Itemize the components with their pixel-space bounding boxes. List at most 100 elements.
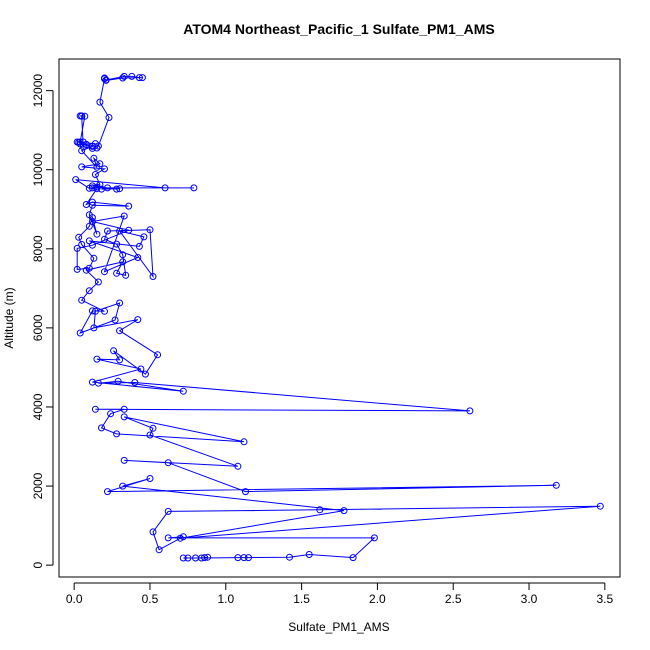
data-point <box>88 241 96 249</box>
data-point <box>101 235 108 243</box>
data-point <box>98 185 105 193</box>
data-point <box>146 226 154 234</box>
data-point <box>137 365 145 373</box>
x-tick-label: 0.5 <box>142 592 159 606</box>
data-point <box>78 241 86 248</box>
data-point <box>131 379 139 386</box>
data-point <box>101 268 108 276</box>
x-axis-label: Sulfate_PM1_AMS <box>288 620 389 634</box>
data-point <box>141 370 149 378</box>
data-point <box>179 554 187 562</box>
data-point <box>107 410 115 418</box>
data-point <box>286 553 293 561</box>
data-point <box>119 258 127 266</box>
y-tick-label: 4000 <box>31 393 45 420</box>
y-tick-label: 12000 <box>31 74 45 108</box>
data-point <box>198 554 205 562</box>
data-point <box>113 430 121 438</box>
x-tick-label: 2.0 <box>369 592 386 606</box>
data-point <box>85 287 93 295</box>
data-point <box>240 554 248 562</box>
data-point <box>125 202 133 210</box>
plot-frame <box>58 58 621 578</box>
data-point <box>552 481 560 489</box>
data-point <box>164 534 172 542</box>
data-point <box>81 112 89 120</box>
y-tick-label: 2000 <box>31 472 45 499</box>
data-point <box>240 438 248 446</box>
data-point <box>88 307 96 315</box>
y-tick-label: 10000 <box>31 153 45 187</box>
data-point <box>125 226 133 234</box>
data-point <box>114 377 122 385</box>
data-point <box>72 176 80 184</box>
data-point <box>146 475 154 482</box>
data-point <box>105 114 113 121</box>
data-point <box>76 138 84 146</box>
data-point <box>73 265 81 273</box>
data-point <box>146 431 154 439</box>
data-point <box>111 316 119 324</box>
data-point <box>85 264 93 272</box>
data-point <box>161 184 169 192</box>
data-point <box>149 528 157 536</box>
data-point <box>149 424 157 432</box>
data-point <box>116 356 124 364</box>
chart-title: ATOM4 Northeast_Pacific_1 Sulfate_PM1_AM… <box>183 21 494 37</box>
x-tick-label: 1.0 <box>217 592 234 606</box>
data-point <box>116 299 124 307</box>
data-point <box>88 144 96 152</box>
data-point <box>91 405 99 413</box>
data-point <box>113 240 121 248</box>
data-point <box>119 482 127 490</box>
data-point <box>110 347 118 355</box>
data-point <box>75 233 83 241</box>
data-point <box>119 251 127 259</box>
data-point <box>101 74 108 82</box>
data-point <box>242 488 249 496</box>
data-point <box>78 163 86 171</box>
y-axis-label: Altitude (m) <box>2 287 16 348</box>
data-point <box>370 534 378 542</box>
data-point <box>316 506 324 514</box>
data-point <box>85 211 93 219</box>
data-point <box>91 307 99 315</box>
series-line <box>75 75 601 559</box>
data-point <box>90 324 98 332</box>
data-point <box>149 273 157 280</box>
data-point <box>340 507 348 515</box>
data-point <box>96 181 104 189</box>
data-point <box>120 413 128 421</box>
data-point <box>78 147 86 155</box>
data-point <box>93 230 101 238</box>
data-point <box>122 271 130 279</box>
data-point <box>76 329 84 337</box>
data-point <box>88 184 96 192</box>
y-tick-label: 0 <box>31 561 45 568</box>
data-point <box>88 218 96 225</box>
data-point <box>596 502 604 510</box>
data-point <box>120 72 128 80</box>
data-point <box>135 74 143 82</box>
data-point <box>104 488 111 496</box>
data-point <box>113 269 121 277</box>
data-point <box>93 163 101 171</box>
x-tick-label: 3.0 <box>521 592 538 606</box>
data-point <box>78 112 86 120</box>
data-point <box>138 74 146 82</box>
data-point <box>349 554 357 562</box>
data-point <box>82 201 90 208</box>
x-tick-label: 0.0 <box>66 592 83 606</box>
y-tick-label: 6000 <box>31 314 45 341</box>
data-point <box>73 244 81 252</box>
data-point <box>98 424 105 432</box>
data-point <box>140 233 148 241</box>
data-point <box>201 554 209 562</box>
data-point <box>85 222 93 230</box>
data-point <box>245 554 252 562</box>
data-point <box>79 143 87 151</box>
data-point <box>88 198 96 206</box>
x-tick-label: 3.5 <box>596 592 613 606</box>
data-point <box>120 405 128 413</box>
data-point <box>104 227 111 235</box>
